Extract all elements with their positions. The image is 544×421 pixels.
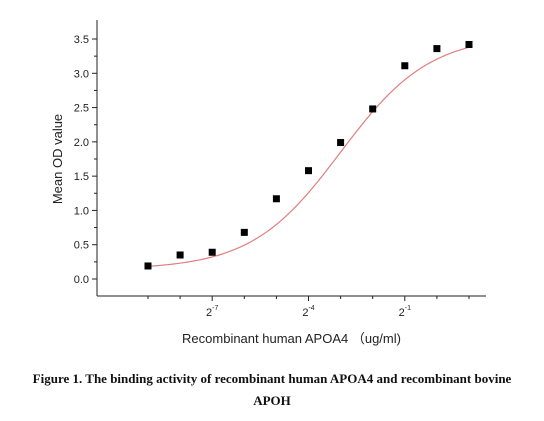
fit-curve [147,46,470,267]
data-point [401,62,409,70]
y-tick-label: 2.5 [74,103,89,115]
ticks: 0.00.51.01.52.02.53.03.52-7 2-4 2-1 [74,34,470,319]
x-tick-label: 2-4 [302,305,314,319]
x-tick-exponent: -4 [308,305,314,312]
data-point [305,167,312,175]
data-point [272,195,280,203]
data-point [465,40,473,48]
y-tick-label: 2.0 [74,137,89,149]
data-point [369,105,377,113]
x-tick-base: 2 [302,307,308,319]
caption-line-2: APOH [253,393,291,408]
y-tick-label: 3.0 [74,68,89,80]
figure-caption: Figure 1. The binding activity of recomb… [8,368,536,412]
axes [96,20,486,297]
data-point [433,45,441,53]
data-points [144,40,473,270]
data-point [176,251,184,259]
x-tick-label: 2-1 [399,305,411,319]
y-tick-label: 1.5 [74,171,89,183]
data-point [337,139,345,147]
chart: 0.00.51.01.52.02.53.03.52-7 2-4 2-1 Recomb… [50,20,486,346]
x-tick-label: 2-7 [206,305,218,319]
x-tick-exponent: -1 [405,305,411,312]
y-tick-label: 0.5 [74,240,89,252]
y-tick-label: 0.0 [74,274,89,286]
x-tick-base: 2 [206,307,212,319]
x-tick-base: 2 [399,307,405,319]
data-point [240,228,248,236]
y-axis-title: Mean OD value [50,114,65,204]
y-tick-label: 3.5 [74,34,89,46]
y-tick-label: 1.0 [74,205,89,217]
x-tick-exponent: -7 [212,305,218,312]
x-axis-title: Recombinant human APOA4 （ug/ml) [182,331,401,346]
caption-line-1: Figure 1. The binding activity of recomb… [32,371,512,386]
data-point [144,262,152,270]
data-point [208,248,216,256]
